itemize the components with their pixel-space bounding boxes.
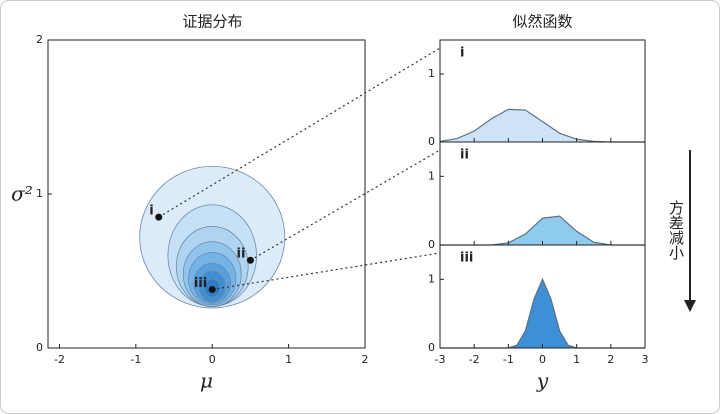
x-tick-label: 1 <box>573 353 580 366</box>
y-axis-label: σ² <box>11 182 33 206</box>
area <box>440 279 645 348</box>
x-axis-label: μ <box>200 369 213 393</box>
y-tick-label: 1 <box>428 169 435 182</box>
x-tick-label: 2 <box>362 353 369 366</box>
panel-label: ii <box>460 148 469 163</box>
y-tick-label: 2 <box>36 33 43 46</box>
x-tick-label: -1 <box>503 353 514 366</box>
area <box>440 216 645 245</box>
x-tick-label: -2 <box>54 353 65 366</box>
point-label: i <box>149 204 153 219</box>
point <box>208 285 216 293</box>
connector <box>212 252 441 291</box>
x-tick-label: -3 <box>435 353 446 366</box>
x-tick-label: 3 <box>642 353 649 366</box>
y-tick-label: 1 <box>428 272 435 285</box>
y-tick-label: 1 <box>36 187 43 200</box>
point-label: iii <box>194 276 207 291</box>
arrow-head <box>684 300 696 312</box>
panel-label: i <box>460 46 464 61</box>
x-tick-label: 0 <box>209 353 216 366</box>
y-tick-label: 1 <box>428 67 435 80</box>
x-tick-label: 0 <box>539 353 546 366</box>
x-tick-label: -1 <box>130 353 141 366</box>
x-axis-label: y <box>536 369 549 393</box>
panel-label: iii <box>460 251 473 266</box>
point-label: ii <box>236 247 245 262</box>
chart-title: 证据分布 <box>182 13 242 31</box>
connector <box>250 149 441 261</box>
y-tick-label: 0 <box>428 135 435 148</box>
point <box>155 213 163 221</box>
x-tick-label: 2 <box>607 353 614 366</box>
point <box>246 256 254 264</box>
x-tick-label: -2 <box>469 353 480 366</box>
chart-title: 似然函数 <box>512 13 572 31</box>
y-tick-label: 0 <box>428 341 435 354</box>
area <box>440 109 645 142</box>
x-tick-label: 1 <box>285 353 292 366</box>
y-tick-label: 0 <box>428 238 435 251</box>
y-tick-label: 0 <box>36 341 43 354</box>
arrow-label: 方差减小 <box>667 200 685 261</box>
